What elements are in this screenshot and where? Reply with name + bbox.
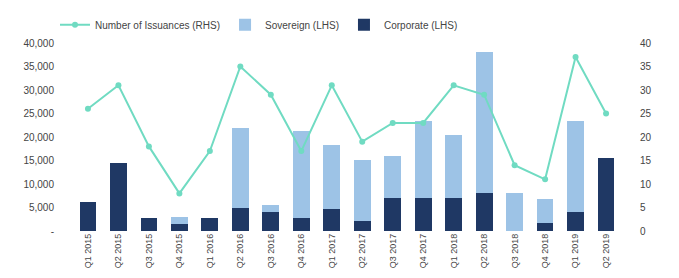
svg-text:35: 35 — [640, 61, 652, 72]
svg-text:Q3 2017: Q3 2017 — [388, 234, 398, 269]
svg-text:5,000: 5,000 — [29, 202, 54, 213]
svg-text:30: 30 — [640, 85, 652, 96]
svg-text:Q3 2015: Q3 2015 — [144, 234, 154, 269]
svg-text:20: 20 — [640, 132, 652, 143]
svg-text:Q2 2017: Q2 2017 — [357, 234, 367, 269]
svg-text:15: 15 — [640, 155, 652, 166]
svg-text:0: 0 — [640, 226, 646, 237]
svg-text:Number of Issuances (RHS): Number of Issuances (RHS) — [95, 20, 220, 31]
svg-text:40,000: 40,000 — [23, 38, 54, 49]
svg-text:Q4 2018: Q4 2018 — [540, 234, 550, 269]
svg-text:Q4 2016: Q4 2016 — [296, 234, 306, 269]
svg-text:20,000: 20,000 — [23, 132, 54, 143]
svg-text:5: 5 — [640, 202, 646, 213]
svg-text:Q3 2016: Q3 2016 — [266, 234, 276, 269]
svg-text:Q4 2017: Q4 2017 — [418, 234, 428, 269]
svg-text:10,000: 10,000 — [23, 179, 54, 190]
svg-text:Q4 2015: Q4 2015 — [174, 234, 184, 269]
svg-text:10: 10 — [640, 179, 652, 190]
svg-text:15,000: 15,000 — [23, 155, 54, 166]
svg-text:Corporate (LHS): Corporate (LHS) — [384, 20, 457, 31]
svg-text:Q2 2016: Q2 2016 — [235, 234, 245, 269]
svg-text:-: - — [51, 226, 54, 237]
svg-text:Q1 2019: Q1 2019 — [570, 234, 580, 269]
svg-text:40: 40 — [640, 38, 652, 49]
svg-text:Q2 2015: Q2 2015 — [113, 234, 123, 269]
svg-text:Q2 2019: Q2 2019 — [601, 234, 611, 269]
svg-text:Q3 2018: Q3 2018 — [510, 234, 520, 269]
svg-text:35,000: 35,000 — [23, 61, 54, 72]
svg-text:25: 25 — [640, 108, 652, 119]
svg-text:Q1 2016: Q1 2016 — [205, 234, 215, 269]
svg-text:30,000: 30,000 — [23, 85, 54, 96]
svg-text:Sovereign (LHS): Sovereign (LHS) — [265, 20, 339, 31]
svg-text:Q1 2018: Q1 2018 — [449, 234, 459, 269]
svg-text:Q1 2015: Q1 2015 — [83, 234, 93, 269]
svg-text:25,000: 25,000 — [23, 108, 54, 119]
svg-text:Q2 2018: Q2 2018 — [479, 234, 489, 269]
svg-text:Q1 2017: Q1 2017 — [327, 234, 337, 269]
